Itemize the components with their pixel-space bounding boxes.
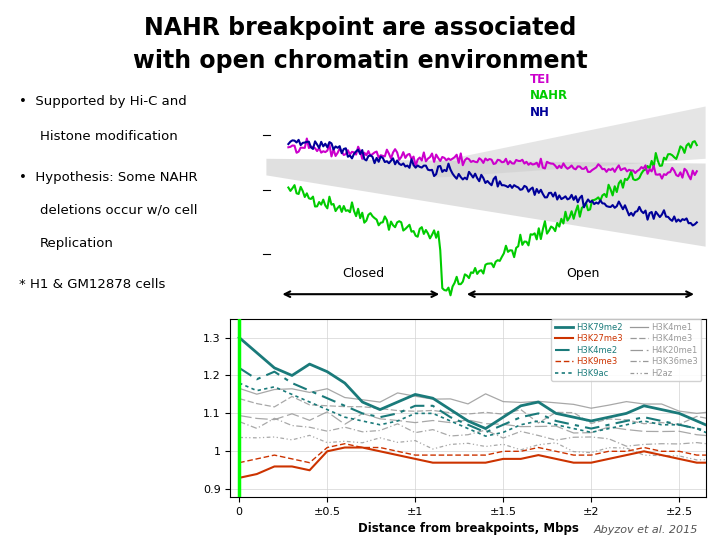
Line: H3K36me3: H3K36me3 bbox=[239, 418, 720, 464]
H3K4me3 bbox=[235, 395, 243, 402]
H3K4me3 bbox=[288, 393, 297, 400]
Legend: H3K79me2, H3K27me3, H3K4me2, H3K9me3, H3K9ac, H3K4me1, H3K4me3, H4K20me1, H3K36m: H3K79me2, H3K27me3, H3K4me2, H3K9me3, H3… bbox=[552, 319, 701, 381]
H3K36me3 bbox=[516, 428, 525, 435]
H3K4me3 bbox=[446, 409, 455, 416]
Line: H3K4me1: H3K4me1 bbox=[239, 388, 720, 434]
H3K9ac bbox=[428, 410, 437, 417]
H2az bbox=[446, 441, 455, 448]
H3K4me2 bbox=[499, 422, 508, 428]
H4K20me1 bbox=[516, 423, 525, 430]
Text: •  Supported by Hi-C and: • Supported by Hi-C and bbox=[19, 94, 187, 107]
Text: Closed: Closed bbox=[342, 267, 384, 280]
H3K4me3 bbox=[534, 420, 543, 426]
Text: Abyzov et al. 2015: Abyzov et al. 2015 bbox=[594, 524, 698, 535]
H3K9me3 bbox=[235, 460, 243, 466]
X-axis label: Distance from breakpoints, Mbps: Distance from breakpoints, Mbps bbox=[358, 522, 578, 535]
H3K9ac bbox=[235, 380, 243, 386]
Line: H3K79me2: H3K79me2 bbox=[239, 338, 720, 463]
Text: Replication: Replication bbox=[40, 237, 114, 250]
Line: H3K27me3: H3K27me3 bbox=[239, 440, 720, 478]
Line: H3K9me3: H3K9me3 bbox=[239, 436, 720, 463]
Text: •  Hypothesis: Some NAHR: • Hypothesis: Some NAHR bbox=[19, 171, 198, 184]
H3K9ac bbox=[499, 429, 508, 436]
H2az bbox=[534, 442, 543, 448]
H3K9me3 bbox=[428, 452, 437, 458]
H3K4me2 bbox=[516, 414, 525, 421]
Text: Histone modification: Histone modification bbox=[40, 130, 177, 143]
H3K36me3 bbox=[270, 415, 279, 422]
H3K36me3 bbox=[534, 432, 543, 438]
H3K79me2 bbox=[516, 402, 525, 409]
H3K36me3 bbox=[446, 433, 455, 439]
Text: NH: NH bbox=[530, 106, 550, 119]
H3K9me3 bbox=[499, 448, 508, 455]
H4K20me1 bbox=[446, 420, 455, 426]
H3K27me3 bbox=[428, 460, 437, 466]
H3K27me3 bbox=[235, 475, 243, 481]
Polygon shape bbox=[434, 106, 706, 177]
H3K79me2 bbox=[235, 334, 243, 341]
H3K9me3 bbox=[516, 448, 525, 455]
H3K79me2 bbox=[428, 395, 437, 401]
H3K4me1 bbox=[428, 396, 437, 402]
Text: Open: Open bbox=[566, 267, 599, 280]
Text: TEI: TEI bbox=[530, 73, 550, 86]
H3K4me1 bbox=[235, 385, 243, 392]
H3K4me3 bbox=[516, 406, 525, 413]
Line: H2az: H2az bbox=[239, 435, 720, 475]
H3K4me1 bbox=[499, 399, 508, 405]
Text: deletions occur w/o cell: deletions occur w/o cell bbox=[40, 204, 197, 217]
Line: H3K4me3: H3K4me3 bbox=[239, 396, 720, 441]
Text: with open chromatin environment: with open chromatin environment bbox=[132, 49, 588, 72]
H4K20me1 bbox=[534, 423, 543, 430]
Text: * H1 & GM12878 cells: * H1 & GM12878 cells bbox=[19, 278, 166, 291]
Polygon shape bbox=[266, 159, 706, 247]
H2az bbox=[235, 434, 243, 441]
H2az bbox=[305, 432, 314, 438]
H3K79me2 bbox=[499, 414, 508, 421]
Line: H3K4me2: H3K4me2 bbox=[239, 368, 720, 463]
H3K27me3 bbox=[499, 456, 508, 462]
H3K9ac bbox=[516, 422, 525, 428]
H3K4me2 bbox=[428, 402, 437, 409]
Text: NAHR: NAHR bbox=[530, 89, 568, 103]
H4K20me1 bbox=[235, 412, 243, 418]
H3K27me3 bbox=[516, 456, 525, 462]
H2az bbox=[516, 447, 525, 453]
H3K4me2 bbox=[235, 364, 243, 371]
H3K36me3 bbox=[235, 418, 243, 425]
Line: H4K20me1: H4K20me1 bbox=[239, 412, 720, 455]
H3K4me1 bbox=[516, 399, 525, 406]
Line: H3K9ac: H3K9ac bbox=[239, 383, 720, 463]
Text: NAHR breakpoint are associated: NAHR breakpoint are associated bbox=[144, 16, 576, 40]
H4K20me1 bbox=[323, 409, 331, 415]
